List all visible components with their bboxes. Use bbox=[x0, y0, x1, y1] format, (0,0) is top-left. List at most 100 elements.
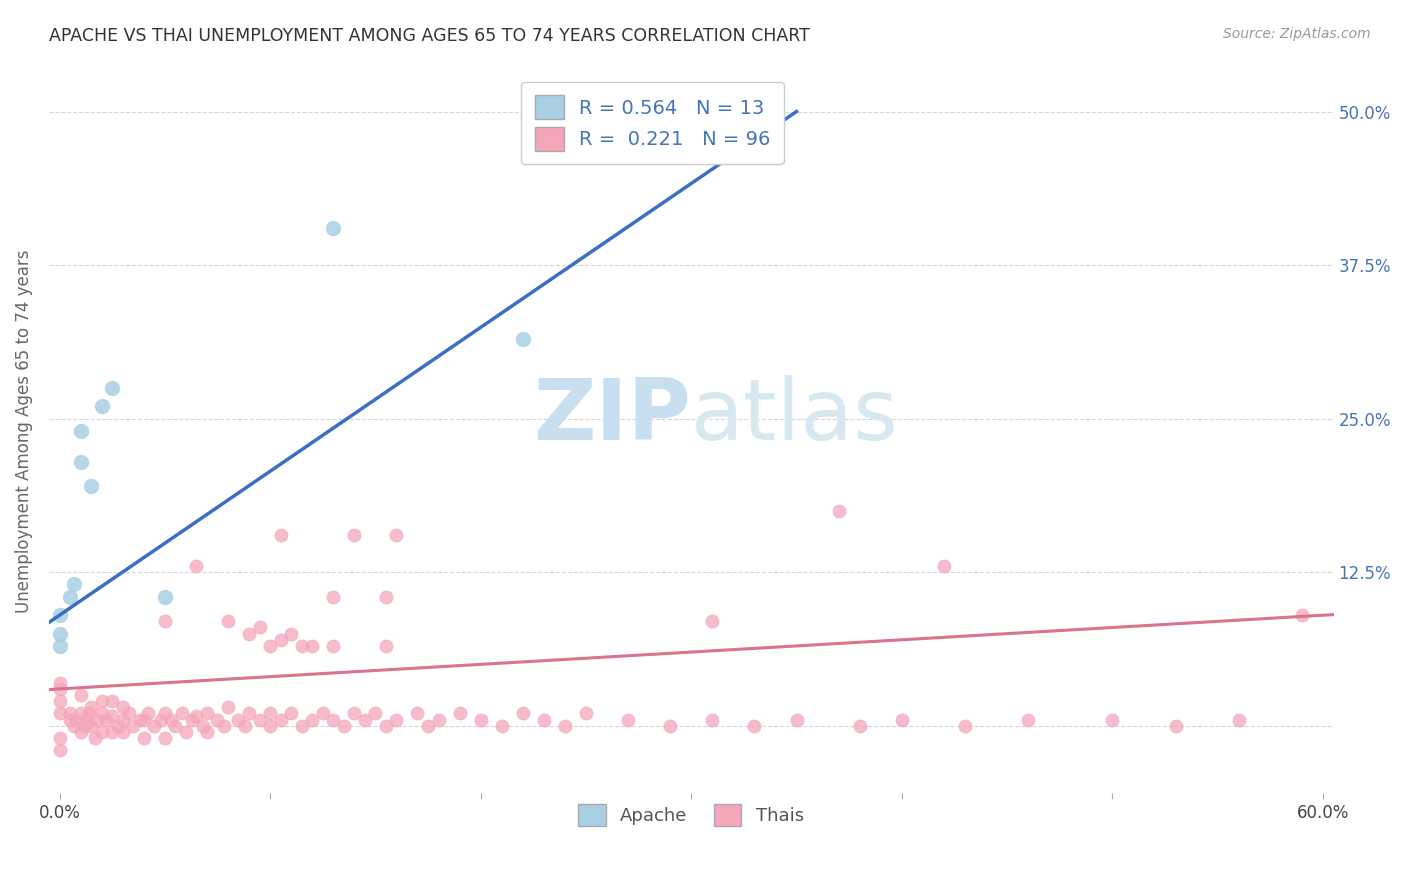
Point bbox=[702, 615, 724, 629]
Point bbox=[107, 719, 129, 733]
Point bbox=[406, 706, 429, 721]
Point bbox=[848, 719, 870, 733]
Point bbox=[470, 713, 492, 727]
Point bbox=[617, 713, 640, 727]
Point bbox=[890, 713, 912, 727]
Point bbox=[73, 719, 96, 733]
Point bbox=[80, 700, 103, 714]
Point bbox=[111, 725, 134, 739]
Point bbox=[554, 719, 576, 733]
Point bbox=[953, 719, 976, 733]
Point bbox=[149, 713, 172, 727]
Point bbox=[132, 731, 155, 745]
Point bbox=[343, 528, 366, 542]
Point bbox=[101, 725, 124, 739]
Point bbox=[1291, 608, 1313, 623]
Point bbox=[90, 706, 112, 721]
Point bbox=[212, 719, 235, 733]
Point bbox=[48, 694, 70, 708]
Point bbox=[217, 700, 239, 714]
Point bbox=[69, 424, 91, 438]
Point bbox=[191, 719, 214, 733]
Point bbox=[153, 731, 176, 745]
Point bbox=[84, 731, 107, 745]
Point bbox=[111, 700, 134, 714]
Point bbox=[259, 639, 281, 653]
Point bbox=[77, 706, 100, 721]
Point bbox=[385, 713, 408, 727]
Point bbox=[80, 719, 103, 733]
Point bbox=[48, 675, 70, 690]
Point bbox=[128, 713, 150, 727]
Y-axis label: Unemployment Among Ages 65 to 74 years: Unemployment Among Ages 65 to 74 years bbox=[15, 249, 32, 613]
Point bbox=[533, 713, 555, 727]
Point bbox=[238, 706, 260, 721]
Point bbox=[101, 709, 124, 723]
Point bbox=[343, 706, 366, 721]
Point bbox=[111, 713, 134, 727]
Text: Source: ZipAtlas.com: Source: ZipAtlas.com bbox=[1223, 27, 1371, 41]
Point bbox=[364, 706, 387, 721]
Point bbox=[153, 590, 176, 604]
Point bbox=[48, 681, 70, 696]
Point bbox=[118, 706, 141, 721]
Point bbox=[291, 719, 314, 733]
Point bbox=[374, 590, 396, 604]
Point bbox=[94, 713, 117, 727]
Point bbox=[744, 719, 766, 733]
Point bbox=[827, 504, 849, 518]
Point bbox=[259, 706, 281, 721]
Point bbox=[291, 639, 314, 653]
Point bbox=[1164, 719, 1187, 733]
Point bbox=[575, 706, 598, 721]
Point bbox=[333, 719, 356, 733]
Point bbox=[249, 713, 271, 727]
Point bbox=[165, 719, 187, 733]
Point bbox=[1227, 713, 1250, 727]
Point bbox=[101, 381, 124, 395]
Point bbox=[136, 706, 159, 721]
Point bbox=[90, 725, 112, 739]
Point bbox=[491, 719, 513, 733]
Point bbox=[374, 639, 396, 653]
Point bbox=[280, 626, 302, 640]
Point bbox=[181, 713, 204, 727]
Point bbox=[48, 731, 70, 745]
Point bbox=[174, 725, 197, 739]
Point bbox=[48, 626, 70, 640]
Point bbox=[228, 713, 250, 727]
Point bbox=[76, 713, 98, 727]
Point bbox=[207, 713, 229, 727]
Point bbox=[238, 626, 260, 640]
Point bbox=[90, 694, 112, 708]
Point bbox=[786, 713, 808, 727]
Point bbox=[69, 455, 91, 469]
Point bbox=[122, 719, 145, 733]
Point bbox=[659, 719, 682, 733]
Point bbox=[932, 559, 955, 574]
Point bbox=[160, 713, 183, 727]
Point bbox=[301, 639, 323, 653]
Point bbox=[702, 713, 724, 727]
Point bbox=[449, 706, 471, 721]
Text: ZIP: ZIP bbox=[533, 375, 692, 458]
Point bbox=[48, 706, 70, 721]
Point bbox=[132, 713, 155, 727]
Point bbox=[312, 706, 335, 721]
Point bbox=[90, 400, 112, 414]
Point bbox=[63, 577, 86, 591]
Point bbox=[86, 713, 108, 727]
Point bbox=[186, 709, 208, 723]
Point bbox=[1017, 713, 1039, 727]
Point bbox=[322, 590, 344, 604]
Point bbox=[80, 479, 103, 493]
Point bbox=[59, 706, 82, 721]
Point bbox=[69, 706, 91, 721]
Point bbox=[195, 725, 218, 739]
Point bbox=[270, 713, 292, 727]
Point bbox=[170, 706, 193, 721]
Point bbox=[301, 713, 323, 727]
Point bbox=[280, 706, 302, 721]
Point bbox=[59, 590, 82, 604]
Point bbox=[153, 706, 176, 721]
